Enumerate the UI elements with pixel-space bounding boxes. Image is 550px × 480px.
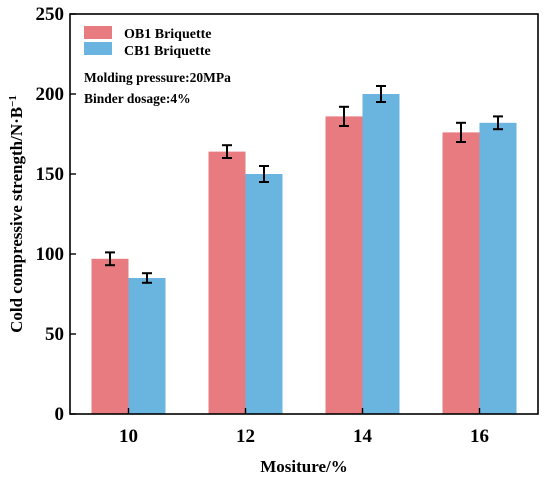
legend: OB1 Briquette CB1 Briquette — [84, 26, 212, 59]
y-tick-label-100: 100 — [36, 244, 65, 265]
y-axis-title: Cold compressive strength/N·B−1 — [7, 95, 26, 333]
bar-cb1-14 — [362, 94, 400, 414]
y-axis: 0 50 100 150 200 250 — [36, 4, 76, 425]
error-bar-ob1-14 — [339, 105, 349, 127]
x-axis: 10 12 14 16 — [119, 408, 489, 447]
x-axis-title: Mositure/% — [260, 457, 348, 476]
y-axis-title-superscript: −1 — [7, 95, 19, 107]
bar-cb1-16 — [479, 122, 517, 415]
bar-cb1-12 — [245, 174, 283, 414]
legend-swatch-cb1 — [84, 42, 112, 55]
legend-swatch-ob1 — [84, 26, 112, 39]
y-tick-label-200: 200 — [36, 84, 65, 105]
bar-ob1-12 — [208, 151, 246, 414]
annotation-molding-pressure: Molding pressure:20MPa — [84, 70, 231, 85]
error-bar-cb1-16 — [493, 115, 503, 131]
x-tick-label-12: 12 — [236, 426, 255, 447]
annotation-binder-dosage: Binder dosage:4% — [84, 91, 191, 106]
bar-cb1-10 — [128, 278, 166, 414]
error-bar-cb1-14 — [376, 85, 386, 103]
y-tick-label-50: 50 — [45, 324, 64, 345]
error-bars-layer — [105, 85, 503, 284]
error-bar-cb1-12 — [259, 165, 269, 183]
error-bar-cb1-10 — [142, 272, 152, 284]
x-tick-label-14: 14 — [353, 426, 373, 447]
error-bar-ob1-12 — [222, 144, 232, 159]
y-tick-label-250: 250 — [36, 4, 65, 25]
x-tick-label-16: 16 — [470, 426, 489, 447]
error-bar-ob1-16 — [456, 121, 466, 143]
legend-label-ob1: OB1 Briquette — [124, 27, 212, 42]
bar-ob1-14 — [325, 116, 363, 415]
x-tick-label-10: 10 — [119, 426, 138, 447]
bar-ob1-16 — [442, 132, 480, 414]
plot-frame — [69, 13, 539, 415]
bars-layer — [91, 94, 517, 415]
y-axis-title-main: Cold compressive strength/N·B — [7, 107, 26, 333]
y-tick-label-0: 0 — [55, 404, 65, 425]
error-bar-ob1-10 — [105, 251, 115, 267]
y-tick-label-150: 150 — [36, 164, 65, 185]
legend-label-cb1: CB1 Briquette — [124, 44, 211, 59]
bar-ob1-10 — [91, 258, 129, 414]
